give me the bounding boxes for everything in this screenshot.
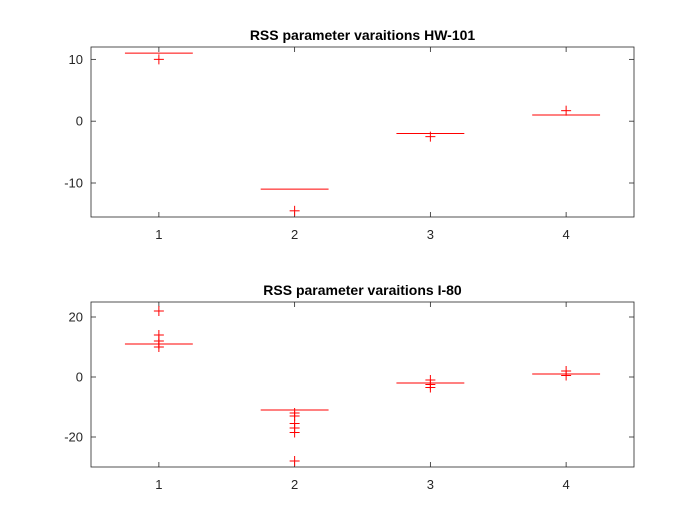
outlier-marker: [153, 342, 164, 352]
outlier-marker: [561, 105, 572, 116]
x-tick-label: 3: [427, 227, 434, 242]
x-tick-label: 2: [291, 477, 298, 492]
subplot-hw101: RSS parameter varaitions HW-101 -10 0 10 1…: [64, 27, 635, 242]
chart-title: RSS parameter varaitions HW-101: [250, 27, 476, 43]
y-tick-label: 10: [69, 52, 83, 67]
plot-marks: [124, 306, 601, 466]
subplot-i80: RSS parameter varaitions I-80 -20 0 20 1 2 3…: [64, 282, 635, 492]
outlier-marker: [561, 370, 572, 381]
x-tick-label: 1: [155, 477, 162, 492]
plot-marks: [124, 52, 601, 216]
y-tick-label: -10: [64, 176, 83, 191]
axes-box: [90, 301, 635, 468]
y-tick-label: 20: [69, 310, 83, 325]
y-axis: -10 0 10: [64, 52, 634, 191]
outlier-marker: [289, 427, 300, 438]
x-tick-label: 4: [563, 227, 570, 242]
y-tick-label: 0: [76, 114, 83, 129]
x-tick-label: 1: [155, 227, 162, 242]
chart-title: RSS parameter varaitions I-80: [263, 282, 462, 298]
x-tick-label: 2: [291, 227, 298, 242]
outlier-marker: [153, 54, 164, 65]
outlier-marker: [425, 131, 436, 142]
outlier-marker: [153, 306, 164, 316]
outlier-marker: [289, 205, 300, 216]
x-tick-label: 4: [563, 477, 570, 492]
y-tick-label: -20: [64, 430, 83, 445]
outlier-marker: [289, 456, 300, 466]
x-tick-label: 3: [427, 477, 434, 492]
x-axis: 1 2 3 4: [155, 302, 570, 492]
axes-box: [90, 46, 635, 218]
outlier-marker: [425, 382, 436, 393]
y-tick-label: 0: [76, 370, 83, 385]
y-axis: -20 0 20: [64, 310, 634, 445]
